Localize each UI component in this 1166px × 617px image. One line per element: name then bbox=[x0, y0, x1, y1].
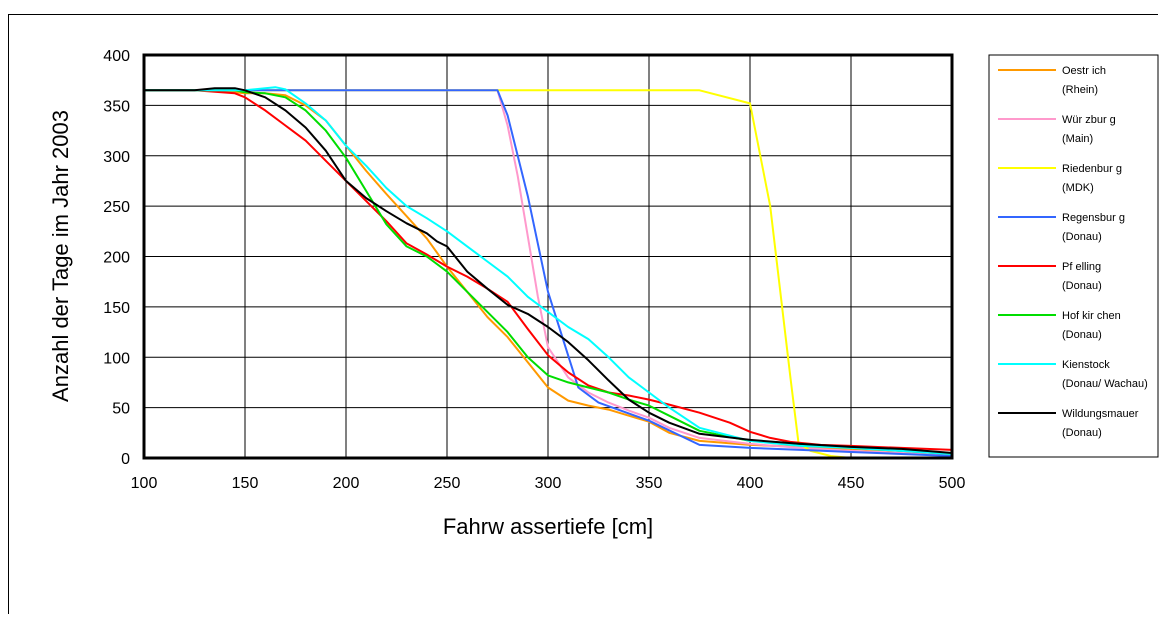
legend: Oestr ich (Rhein) Wür zbur g (Main) Riedenbu… bbox=[988, 54, 1159, 458]
y-tick-label: 150 bbox=[103, 300, 130, 317]
plot-border bbox=[142, 53, 954, 460]
y-tick-label: 50 bbox=[112, 401, 130, 418]
y-tick-label: 250 bbox=[103, 199, 130, 216]
legend-label: Pf elling bbox=[1062, 261, 1101, 273]
y-tick-label: 200 bbox=[103, 250, 130, 267]
y-tick-label: 300 bbox=[103, 149, 130, 166]
x-tick-label: 350 bbox=[636, 475, 663, 492]
series-line-1 bbox=[144, 89, 953, 454]
legend-label: Wildungsmauer bbox=[1062, 408, 1139, 420]
series-line-6 bbox=[144, 89, 953, 455]
legend-label: Riedenbur g bbox=[1062, 163, 1122, 175]
legend-sublabel: (Donau) bbox=[1062, 427, 1102, 439]
legend-sublabel: (MDK) bbox=[1062, 182, 1094, 194]
series-line-8 bbox=[144, 87, 953, 454]
x-tick-labels: 100 150 200 250 300 350 400 450 500 bbox=[131, 475, 966, 492]
legend-label: Regensbur g bbox=[1062, 212, 1125, 224]
y-tick-label: 400 bbox=[103, 48, 130, 65]
legend-label: Hof kir chen bbox=[1062, 310, 1121, 322]
series-line-4 bbox=[144, 89, 953, 457]
legend-sublabel: (Donau) bbox=[1062, 231, 1102, 243]
legend-label: Kienstock bbox=[1062, 359, 1110, 371]
x-tick-label: 400 bbox=[737, 475, 764, 492]
y-tick-label: 350 bbox=[103, 98, 130, 115]
series-line-2 bbox=[144, 89, 953, 456]
x-tick-label: 200 bbox=[333, 475, 360, 492]
series-line-7 bbox=[144, 86, 953, 455]
x-tick-label: 300 bbox=[535, 475, 562, 492]
x-tick-label: 100 bbox=[131, 475, 158, 492]
series-lines bbox=[144, 86, 953, 459]
y-axis-title: Anzahl der Tage im Jahr 2003 bbox=[48, 110, 73, 402]
x-tick-label: 450 bbox=[838, 475, 865, 492]
y-tick-label: 0 bbox=[121, 451, 130, 468]
legend-label: Wür zbur g bbox=[1062, 114, 1116, 126]
y-tick-label: 100 bbox=[103, 350, 130, 367]
series-line-5 bbox=[144, 89, 953, 451]
x-tick-label: 150 bbox=[232, 475, 259, 492]
legend-entries: Oestr ich (Rhein) Wür zbur g (Main) Riedenbu… bbox=[998, 65, 1148, 439]
legend-sublabel: (Donau/ Wachau) bbox=[1062, 378, 1148, 390]
legend-sublabel: (Donau) bbox=[1062, 280, 1102, 292]
legend-sublabel: (Rhein) bbox=[1062, 84, 1098, 96]
x-axis-title: Fahrw assertiefe [cm] bbox=[443, 514, 653, 539]
y-tick-labels: 0 50 100 150 200 250 300 350 400 bbox=[103, 48, 130, 468]
legend-box bbox=[988, 54, 1159, 458]
x-tick-label: 250 bbox=[434, 475, 461, 492]
legend-label: Oestr ich bbox=[1062, 65, 1106, 77]
legend-sublabel: (Main) bbox=[1062, 133, 1093, 145]
legend-sublabel: (Donau) bbox=[1062, 329, 1102, 341]
chart-frame bbox=[8, 14, 1158, 614]
x-tick-label: 500 bbox=[939, 475, 966, 492]
